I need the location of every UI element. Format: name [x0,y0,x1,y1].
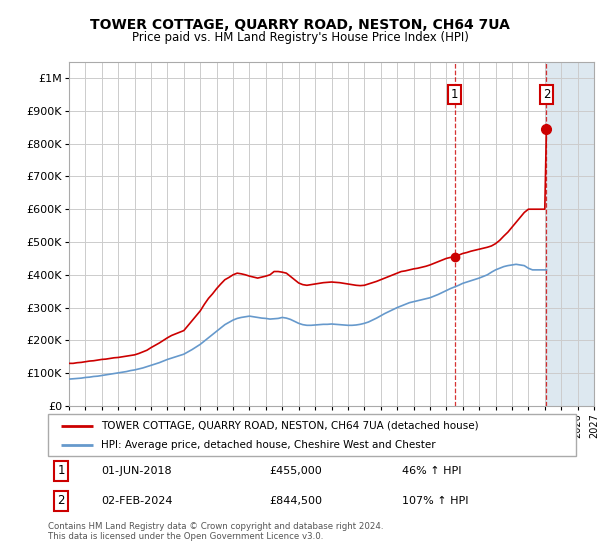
Text: 01-JUN-2018: 01-JUN-2018 [101,466,172,476]
Text: 02-FEB-2024: 02-FEB-2024 [101,496,172,506]
Text: 2: 2 [542,88,550,101]
Text: HPI: Average price, detached house, Cheshire West and Chester: HPI: Average price, detached house, Ches… [101,440,436,450]
Text: Price paid vs. HM Land Registry's House Price Index (HPI): Price paid vs. HM Land Registry's House … [131,31,469,44]
Text: 1: 1 [451,88,458,101]
Bar [547,62,594,406]
Text: Contains HM Land Registry data © Crown copyright and database right 2024.
This d: Contains HM Land Registry data © Crown c… [48,522,383,542]
Text: 107% ↑ HPI: 107% ↑ HPI [402,496,468,506]
Text: 46% ↑ HPI: 46% ↑ HPI [402,466,461,476]
Bar [547,62,594,406]
Text: TOWER COTTAGE, QUARRY ROAD, NESTON, CH64 7UA (detached house): TOWER COTTAGE, QUARRY ROAD, NESTON, CH64… [101,421,478,431]
Text: 2: 2 [58,494,65,507]
Text: £844,500: £844,500 [270,496,323,506]
Text: 1: 1 [58,464,65,478]
Text: £455,000: £455,000 [270,466,323,476]
Text: TOWER COTTAGE, QUARRY ROAD, NESTON, CH64 7UA: TOWER COTTAGE, QUARRY ROAD, NESTON, CH64… [90,18,510,32]
